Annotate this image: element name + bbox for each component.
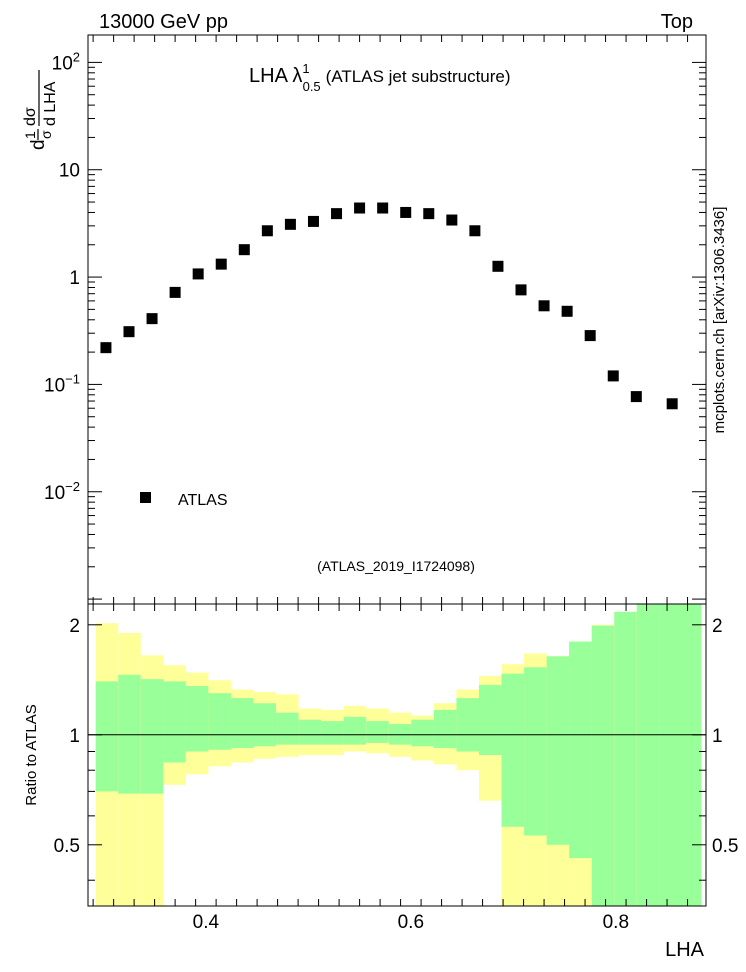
data-point <box>377 202 389 214</box>
ratio-band-inner <box>591 625 615 906</box>
data-point <box>561 305 573 317</box>
data-point <box>169 286 181 298</box>
ratio-band-inner <box>163 681 186 763</box>
data-point <box>584 330 596 342</box>
plot-title-sup: 1 <box>302 61 309 76</box>
legend-marker <box>140 492 151 503</box>
data-point <box>666 398 678 410</box>
ratio-band-inner <box>208 693 231 750</box>
ratio-band-inner <box>569 641 592 859</box>
x-tick-label: 0.8 <box>603 912 629 933</box>
data-point <box>215 258 227 270</box>
data-point <box>146 313 158 325</box>
ratio-band-inner <box>321 721 344 745</box>
ratio-band-inner <box>298 719 322 745</box>
plot-title-sub: 0.5 <box>303 79 321 94</box>
data-point <box>423 208 435 220</box>
watermark: mcplots.cern.ch [arXiv:1306.3436] <box>711 207 728 434</box>
data-point <box>100 342 112 354</box>
ratio-y-tick-label: 2 <box>69 616 80 637</box>
ratio-band-inner <box>659 604 702 906</box>
ratio-band-inner <box>614 611 637 906</box>
data-point <box>331 208 343 220</box>
ratio-y-tick-label: 0.5 <box>54 836 80 857</box>
ylabel-dlha: d LHA <box>42 81 59 126</box>
data-point <box>469 225 481 237</box>
ratio-band-inner <box>276 712 299 745</box>
ratio-band-inner <box>524 667 547 836</box>
data-point <box>192 268 204 280</box>
main-ylabel: d 1 σ dσ d LHA <box>22 70 59 150</box>
ratio-band-inner <box>456 698 479 752</box>
ratio-band-inner <box>546 656 570 845</box>
ratio-band-inner <box>501 673 525 827</box>
ylabel-one: 1 <box>22 131 38 139</box>
x-tick-label: 0.4 <box>193 912 220 933</box>
ratio-band-inner <box>478 684 502 756</box>
data-point <box>284 218 296 230</box>
header-left: 13000 GeV pp <box>99 11 228 33</box>
ratio-band-inner <box>118 674 141 794</box>
data-point <box>354 202 366 214</box>
ratio-band-inner <box>636 604 660 906</box>
ratio-band-inner <box>366 721 389 743</box>
ylabel-sigma: σ <box>38 130 54 139</box>
y-tick-label: 102 <box>52 49 80 74</box>
data-point <box>238 244 250 256</box>
ylabel-dsigma: dσ <box>22 107 39 126</box>
ratio-plot: 0.5 0.5 1 1 2 2 0.4 0.6 0.8 Ratio to ATLAS LHA <box>23 35 738 961</box>
ratio-y-axis: 0.5 0.5 1 1 2 2 <box>54 616 738 881</box>
ratio-y-tick-label: 1 <box>69 726 80 747</box>
y-tick-label: 10−1 <box>44 371 80 396</box>
ratio-ylabel: Ratio to ATLAS <box>23 704 40 805</box>
ratio-band-inner <box>411 719 434 747</box>
header-right: Top <box>661 11 693 33</box>
ratio-bands <box>95 604 702 906</box>
ratio-x-axis: 0.4 0.6 0.8 <box>92 35 689 933</box>
plot-title-suffix: (ATLAS jet substructure) <box>326 67 511 86</box>
main-plot-frame <box>87 34 707 605</box>
ratio-band-inner <box>343 716 367 745</box>
ylabel-d: d <box>28 139 49 150</box>
ratio-band-inner <box>140 679 164 794</box>
y-tick-label: 1 <box>69 268 80 289</box>
data-point <box>446 214 458 226</box>
plot-title-main: LHA λ <box>249 65 302 87</box>
data-point <box>123 326 135 338</box>
ratio-band-inner <box>253 703 277 747</box>
x-tick-label: 0.6 <box>398 912 424 933</box>
main-data-points <box>100 202 678 410</box>
analysis-tag: (ATLAS_2019_I1724098) <box>317 558 475 574</box>
x-axis-label: LHA <box>665 939 705 961</box>
data-point <box>630 391 642 403</box>
y-tick-label: 10 <box>59 161 80 182</box>
ratio-band-inner <box>433 709 457 749</box>
ratio-band-inner <box>230 698 254 749</box>
data-point <box>307 215 319 227</box>
main-y-axis: 102 10 1 10−1 10−2 <box>44 49 706 600</box>
ratio-plot-frame <box>87 603 707 907</box>
data-point <box>515 284 527 296</box>
data-point <box>492 260 504 272</box>
data-point <box>261 225 273 237</box>
plot-title: LHA λ1 0.5 (ATLAS jet substructure) <box>249 61 511 94</box>
ratio-y-tick-label-right: 1 <box>712 726 723 747</box>
y-tick-label: 10−2 <box>44 479 80 504</box>
ratio-y-tick-label-right: 0.5 <box>712 836 738 857</box>
data-point <box>400 206 412 218</box>
legend-label: ATLAS <box>178 492 228 509</box>
data-point <box>607 370 619 382</box>
ratio-band-inner <box>95 681 119 792</box>
ratio-y-tick-label-right: 2 <box>712 616 723 637</box>
ratio-band-inner <box>185 685 209 752</box>
data-point <box>538 300 550 312</box>
